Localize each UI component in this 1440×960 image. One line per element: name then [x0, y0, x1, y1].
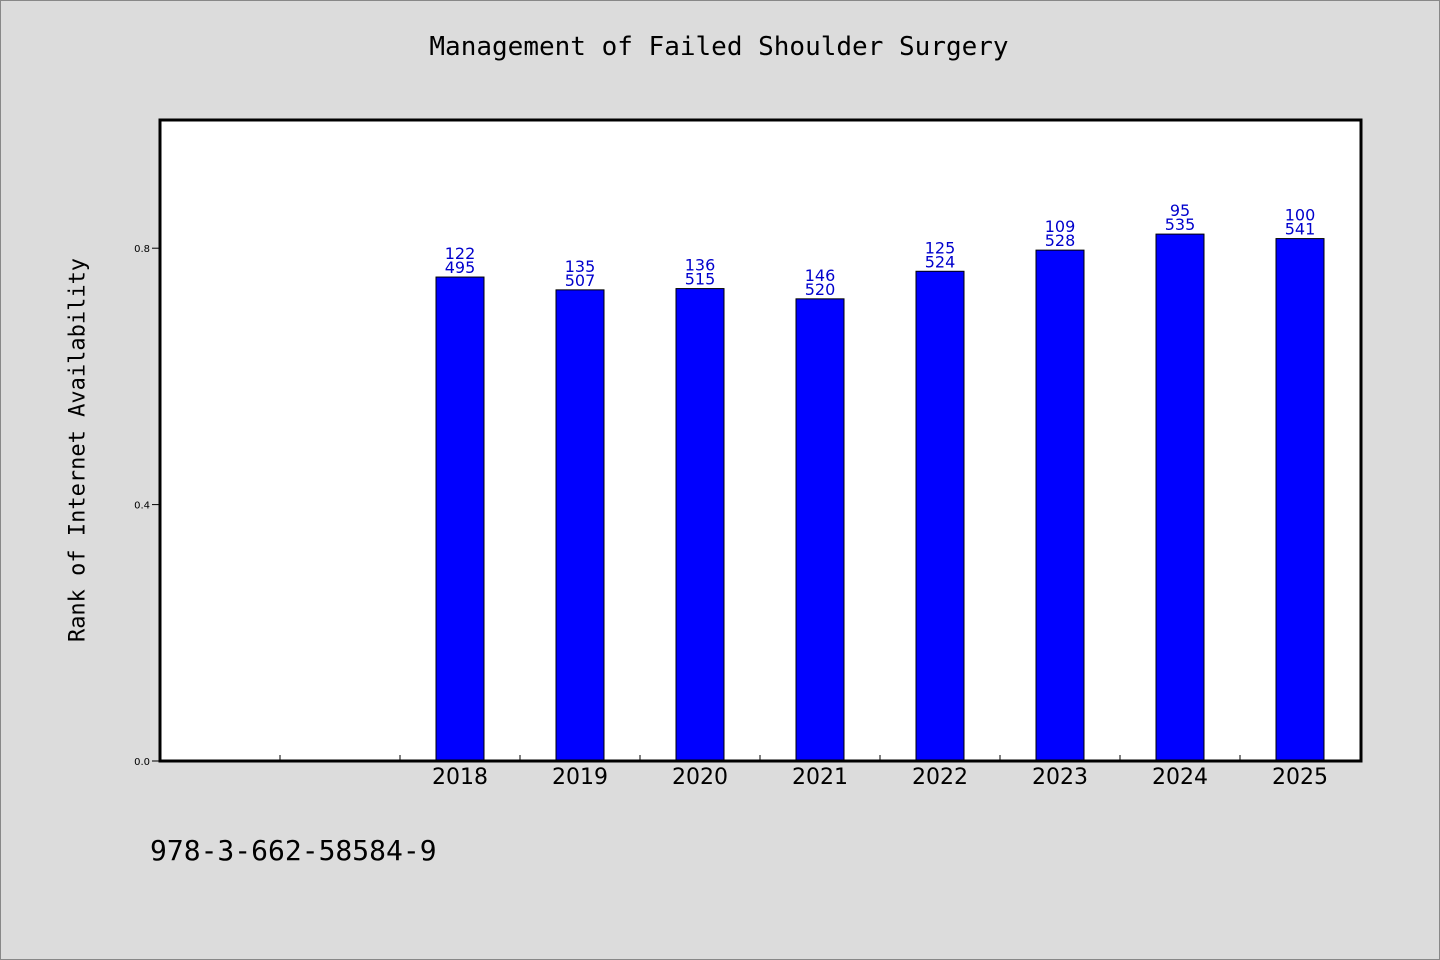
x-tick-label: 2023 — [1032, 765, 1088, 790]
y-tick-label: 0.0 — [134, 757, 150, 768]
bar-label-top: 100 — [1285, 206, 1316, 225]
bar — [1155, 233, 1205, 762]
bar-label-bottom: 524 — [925, 252, 956, 271]
bar — [1275, 238, 1325, 762]
x-tick-label: 2020 — [672, 765, 728, 790]
bar — [915, 270, 965, 762]
bar-label-top: 125 — [925, 238, 956, 257]
bar-label-bottom: 520 — [805, 280, 836, 299]
bar-label-bottom: 515 — [685, 270, 716, 289]
bar-label-top: 95 — [1170, 201, 1190, 220]
plot-border — [158, 118, 1363, 763]
bar-label-bottom: 535 — [1165, 215, 1196, 234]
bar-label-bottom: 541 — [1285, 220, 1316, 239]
y-tick-label: 0.8 — [134, 244, 150, 255]
y-tick-label: 0.4 — [134, 501, 150, 512]
bar-label-top: 122 — [445, 244, 476, 263]
x-tick-label: 2024 — [1152, 765, 1208, 790]
bar-label-top: 146 — [805, 266, 836, 285]
x-tick-label: 2018 — [432, 765, 488, 790]
isbn-code: 978-3-662-58584-9 — [150, 834, 437, 867]
bar — [675, 288, 725, 762]
bar — [435, 276, 485, 762]
x-tick-label: 2022 — [912, 765, 968, 790]
bar — [795, 298, 845, 762]
bar — [555, 289, 605, 762]
bar-label-bottom: 507 — [565, 271, 596, 290]
bar-label-top: 136 — [685, 256, 716, 275]
x-tick-label: 2021 — [792, 765, 848, 790]
bar-label-top: 135 — [565, 257, 596, 276]
x-tick-label: 2025 — [1272, 765, 1328, 790]
x-tick-label: 2019 — [552, 765, 608, 790]
bar-label-top: 109 — [1045, 217, 1076, 236]
bar-label-bottom: 495 — [445, 258, 476, 277]
chart-title: Management of Failed Shoulder Surgery — [429, 32, 1009, 62]
bar-label-bottom: 528 — [1045, 231, 1076, 250]
bar — [1035, 249, 1085, 762]
